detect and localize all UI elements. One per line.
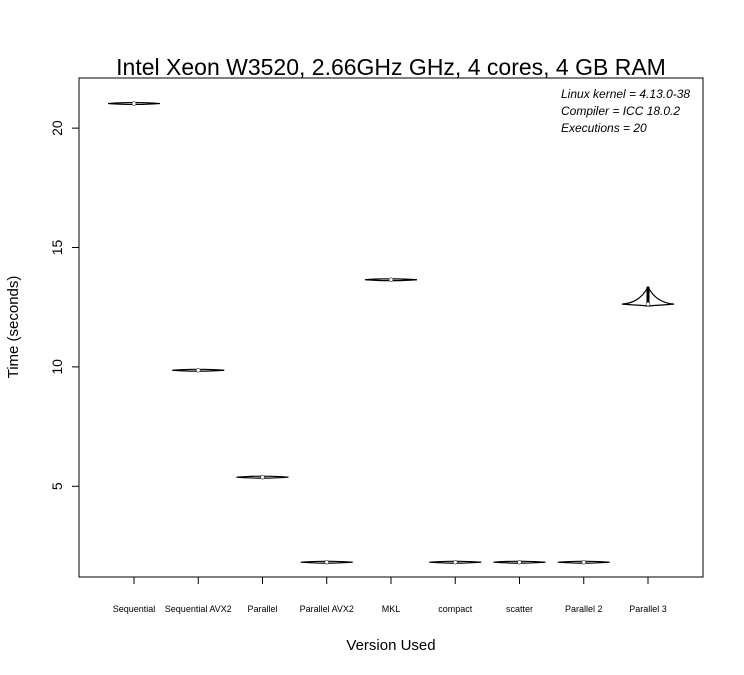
x-axis: Sequential Sequential AVX2 Parallel Paralle… (113, 576, 667, 614)
violin-median (260, 474, 265, 480)
violin-median (645, 301, 651, 307)
y-tick-label: 20 (49, 120, 65, 136)
violin-compact (429, 559, 482, 565)
x-tick-label: Sequential (113, 604, 156, 614)
violin-median (581, 559, 586, 565)
x-axis-label: Version Used (346, 637, 435, 654)
annotation-block: Linux kernel = 4.13.0-38 Compiler = ICC 1… (561, 87, 690, 135)
x-tick-label: Parallel AVX2 (300, 604, 354, 614)
violin-median (453, 559, 458, 565)
violin-median (196, 367, 201, 373)
violin-median (131, 101, 137, 106)
x-tick-label: compact (438, 604, 473, 614)
x-tick-label: Parallel 3 (629, 604, 667, 614)
plot-frame (78, 77, 704, 578)
violin-median (388, 277, 394, 282)
violin-sequential-avx2 (172, 367, 225, 373)
annotation-line: Executions = 20 (561, 121, 647, 135)
violin-median (324, 559, 329, 565)
violin-parallel-3 (621, 285, 675, 307)
violin-median (517, 559, 522, 565)
violin-parallel-2 (557, 559, 610, 565)
y-tick-label: 15 (49, 240, 65, 256)
violin-mkl (364, 277, 418, 282)
annotation-line: Linux kernel = 4.13.0-38 (561, 87, 690, 101)
x-tick-label: Parallel 2 (565, 604, 603, 614)
annotation-line: Compiler = ICC 18.0.2 (561, 104, 680, 118)
y-tick-label: 10 (49, 359, 65, 375)
y-axis-label: Time (seconds) (5, 276, 22, 379)
x-tick-label: MKL (382, 604, 401, 614)
x-tick-label: Sequential AVX2 (165, 604, 232, 614)
violins (107, 101, 675, 565)
y-tick-label: 5 (49, 482, 65, 490)
chart-title: Intel Xeon W3520, 2.66GHz GHz, 4 cores, … (116, 54, 666, 80)
violin-sequential (107, 101, 161, 106)
x-tick-label: Parallel (247, 604, 277, 614)
violin-parallel-avx2 (300, 559, 353, 565)
y-axis: 5 10 15 20 (49, 120, 80, 490)
violin-scatter (493, 559, 546, 565)
violin-parallel (236, 474, 289, 480)
violin-box (646, 286, 650, 307)
x-tick-label: scatter (506, 604, 533, 614)
